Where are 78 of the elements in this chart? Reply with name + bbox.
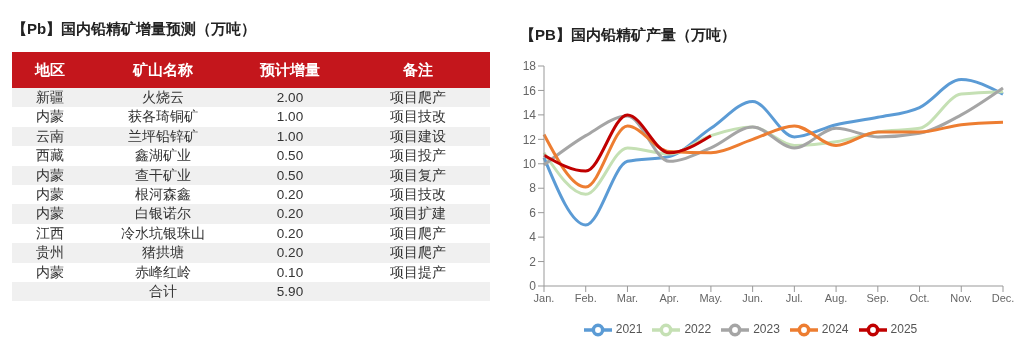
text: 0.50: [275, 147, 305, 166]
text: 【Pb】国内铅精矿增量预测（万吨）: [12, 20, 257, 39]
x-tick-label: Feb.: [574, 291, 597, 304]
x-tick-label: Apr.: [659, 291, 679, 304]
y-tick-label: 16: [522, 83, 537, 98]
y-tick-label: 8: [529, 181, 537, 196]
y-tick-label: 0: [529, 279, 537, 294]
text: 5.90: [275, 283, 305, 301]
text: 内蒙: [35, 166, 65, 185]
text: 项目技改: [389, 186, 447, 204]
x-tick-label: Aug.: [824, 291, 848, 304]
legend-label: 2024: [821, 322, 849, 337]
text: 项目爬产: [389, 224, 447, 243]
text: 根河森鑫: [134, 186, 192, 204]
text: 项目技改: [389, 108, 447, 127]
x-tick-label: May.: [699, 291, 723, 304]
text: 猪拱塘: [141, 244, 185, 263]
text: 内蒙: [35, 186, 65, 204]
text: 江西: [35, 224, 65, 243]
text: 1.00: [275, 127, 305, 146]
x-tick-label: Nov.: [950, 291, 973, 304]
text: 西藏: [35, 147, 65, 166]
text: 赤峰红岭: [134, 263, 192, 282]
text: 2.00: [275, 89, 305, 107]
y-tick-label: 6: [529, 205, 537, 220]
text: 项目复产: [389, 166, 447, 185]
text: 矿山名称: [131, 60, 194, 80]
text: 内蒙: [35, 205, 65, 224]
text: 白银诺尔: [134, 205, 192, 224]
text: 0.20: [275, 186, 305, 204]
x-tick-label: Jun.: [742, 291, 764, 304]
text: 备注: [402, 60, 434, 80]
y-tick-label: 2: [529, 254, 537, 269]
x-tick-label: Jul.: [785, 291, 803, 304]
text: 项目投产: [389, 147, 447, 166]
text: 鑫湖矿业: [134, 147, 192, 166]
text: 新疆: [35, 89, 65, 107]
y-tick-label: 4: [529, 230, 537, 245]
line-series: [542, 120, 1005, 189]
text: 1.00: [275, 108, 305, 127]
text: 项目建设: [389, 127, 447, 146]
line-series: [542, 113, 713, 173]
chart-title: 【PB】国内铅精矿产量（万吨）: [520, 26, 736, 45]
text: 0.20: [275, 205, 305, 224]
text: 0.10: [275, 263, 305, 282]
text: 合计: [148, 283, 178, 301]
text: 火烧云: [141, 89, 185, 107]
text: 项目爬产: [389, 244, 447, 263]
text: 云南: [35, 127, 65, 146]
text: 0.20: [275, 224, 305, 243]
line-series: [542, 77, 1005, 227]
x-tick-label: Oct.: [909, 291, 930, 304]
text: 贵州: [35, 244, 65, 263]
y-tick-label: 18: [522, 59, 537, 74]
text: 0.50: [275, 166, 305, 185]
text: 预计增量: [259, 60, 321, 80]
x-tick-label: Dec.: [991, 291, 1015, 304]
x-tick-label: Sep.: [866, 291, 890, 304]
y-tick-label: 12: [522, 132, 537, 147]
text: 项目扩建: [389, 205, 447, 224]
x-tick-label: Jan.: [533, 291, 555, 304]
legend-label: 2025: [890, 322, 918, 337]
text: 冷水坑银珠山: [120, 224, 206, 243]
text: 地区: [33, 60, 66, 80]
y-tick-label: 14: [522, 108, 537, 123]
text: 项目爬产: [389, 89, 447, 107]
y-tick-label: 10: [522, 157, 537, 172]
text: 兰坪铅锌矿: [127, 127, 199, 146]
x-tick-label: Mar.: [616, 291, 639, 304]
legend-label: 2021: [615, 322, 643, 337]
text: 内蒙: [35, 108, 65, 127]
text: 内蒙: [35, 263, 65, 282]
legend-label: 2023: [753, 322, 780, 337]
legend-label: 2022: [684, 322, 712, 337]
text: 获各琦铜矿: [127, 108, 199, 127]
text: 查干矿业: [134, 166, 192, 185]
text: 0.20: [275, 244, 305, 263]
text: 项目提产: [389, 263, 447, 282]
